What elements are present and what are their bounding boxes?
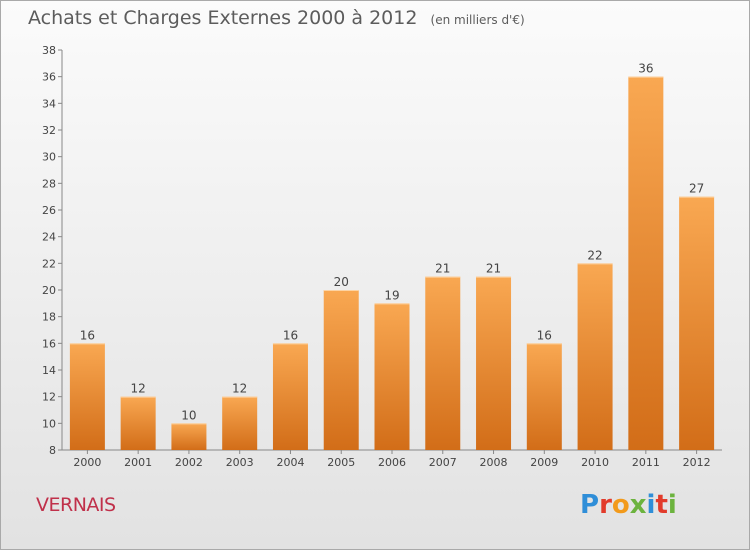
data-label: 21 <box>435 262 450 276</box>
y-tick-label: 36 <box>42 71 56 84</box>
y-tick-label: 26 <box>42 204 56 217</box>
chart-subtitle: (en milliers d'€) <box>430 13 525 27</box>
bar-2012 <box>679 196 715 450</box>
logo-letter: x <box>629 490 647 520</box>
x-tick-label: 2007 <box>429 456 457 469</box>
title-row: Achats et Charges Externes 2000 à 2012 (… <box>28 7 525 29</box>
y-tick-label: 30 <box>42 151 56 164</box>
y-tick-label: 16 <box>42 337 56 350</box>
bar-2003 <box>222 396 258 450</box>
x-tick-label: 2011 <box>632 456 660 469</box>
y-tick-label: 8 <box>49 444 56 457</box>
logo-letter: i <box>667 490 677 520</box>
data-label: 10 <box>181 408 196 422</box>
data-label: 36 <box>638 62 653 76</box>
data-label: 16 <box>537 328 552 342</box>
y-tick-label: 12 <box>42 391 56 404</box>
place-name: VERNAIS <box>36 494 116 516</box>
x-tick-label: 2009 <box>530 456 558 469</box>
logo-letter: o <box>611 490 630 520</box>
y-tick-label: 24 <box>42 231 56 244</box>
logo-letter: i <box>646 490 656 520</box>
x-tick-label: 2001 <box>124 456 152 469</box>
axes: 8 10 12 14 16 18 20 22 24 26 28 30 32 34 36 38 2000 2001 2… <box>42 44 722 469</box>
y-tick-label: 14 <box>42 364 56 377</box>
data-label: 12 <box>131 382 146 396</box>
data-label: 16 <box>80 328 95 342</box>
bar-2005 <box>323 290 359 450</box>
x-tick-label: 2004 <box>276 456 304 469</box>
bars <box>69 76 715 451</box>
bar-2007 <box>425 276 461 450</box>
data-labels: 16 12 10 12 16 20 19 21 21 16 22 36 27 <box>80 62 705 423</box>
x-tick-label: 2010 <box>581 456 609 469</box>
y-tick-label: 32 <box>42 124 56 137</box>
y-tick-label: 10 <box>42 417 56 430</box>
x-tick-label: 2006 <box>378 456 406 469</box>
bar-2006 <box>374 303 410 450</box>
bar-2011 <box>628 76 664 451</box>
x-tick-label: 2012 <box>683 456 711 469</box>
bar-2004 <box>272 343 308 450</box>
y-tick-label: 34 <box>42 97 56 110</box>
chart-title: Achats et Charges Externes 2000 à 2012 <box>28 7 418 29</box>
logo-letter: P <box>580 490 600 520</box>
proxiti-logo: Proxiti <box>580 490 677 520</box>
x-tick-label: 2002 <box>175 456 203 469</box>
x-tick-label: 2003 <box>226 456 254 469</box>
data-label: 16 <box>283 328 298 342</box>
y-tick-label: 22 <box>42 257 56 270</box>
y-tick-label: 20 <box>42 284 56 297</box>
bar-2010 <box>577 263 613 450</box>
bar-2000 <box>69 343 105 450</box>
data-label: 21 <box>486 262 501 276</box>
bar-2002 <box>171 423 207 450</box>
bar-2009 <box>526 343 562 450</box>
x-tick-label: 2008 <box>480 456 508 469</box>
bar-2001 <box>120 396 156 450</box>
y-tick-label: 28 <box>42 177 56 190</box>
x-tick-label: 2000 <box>73 456 101 469</box>
logo-letter: t <box>655 490 668 520</box>
data-label: 20 <box>334 275 349 289</box>
x-tick-label: 2005 <box>327 456 355 469</box>
data-label: 22 <box>587 248 602 262</box>
data-label: 19 <box>384 288 399 302</box>
logo-letter: r <box>599 490 612 520</box>
bar-2008 <box>476 276 512 450</box>
y-tick-label: 38 <box>42 44 56 57</box>
data-label: 27 <box>689 182 704 196</box>
y-tick-label: 18 <box>42 311 56 324</box>
data-label: 12 <box>232 382 247 396</box>
